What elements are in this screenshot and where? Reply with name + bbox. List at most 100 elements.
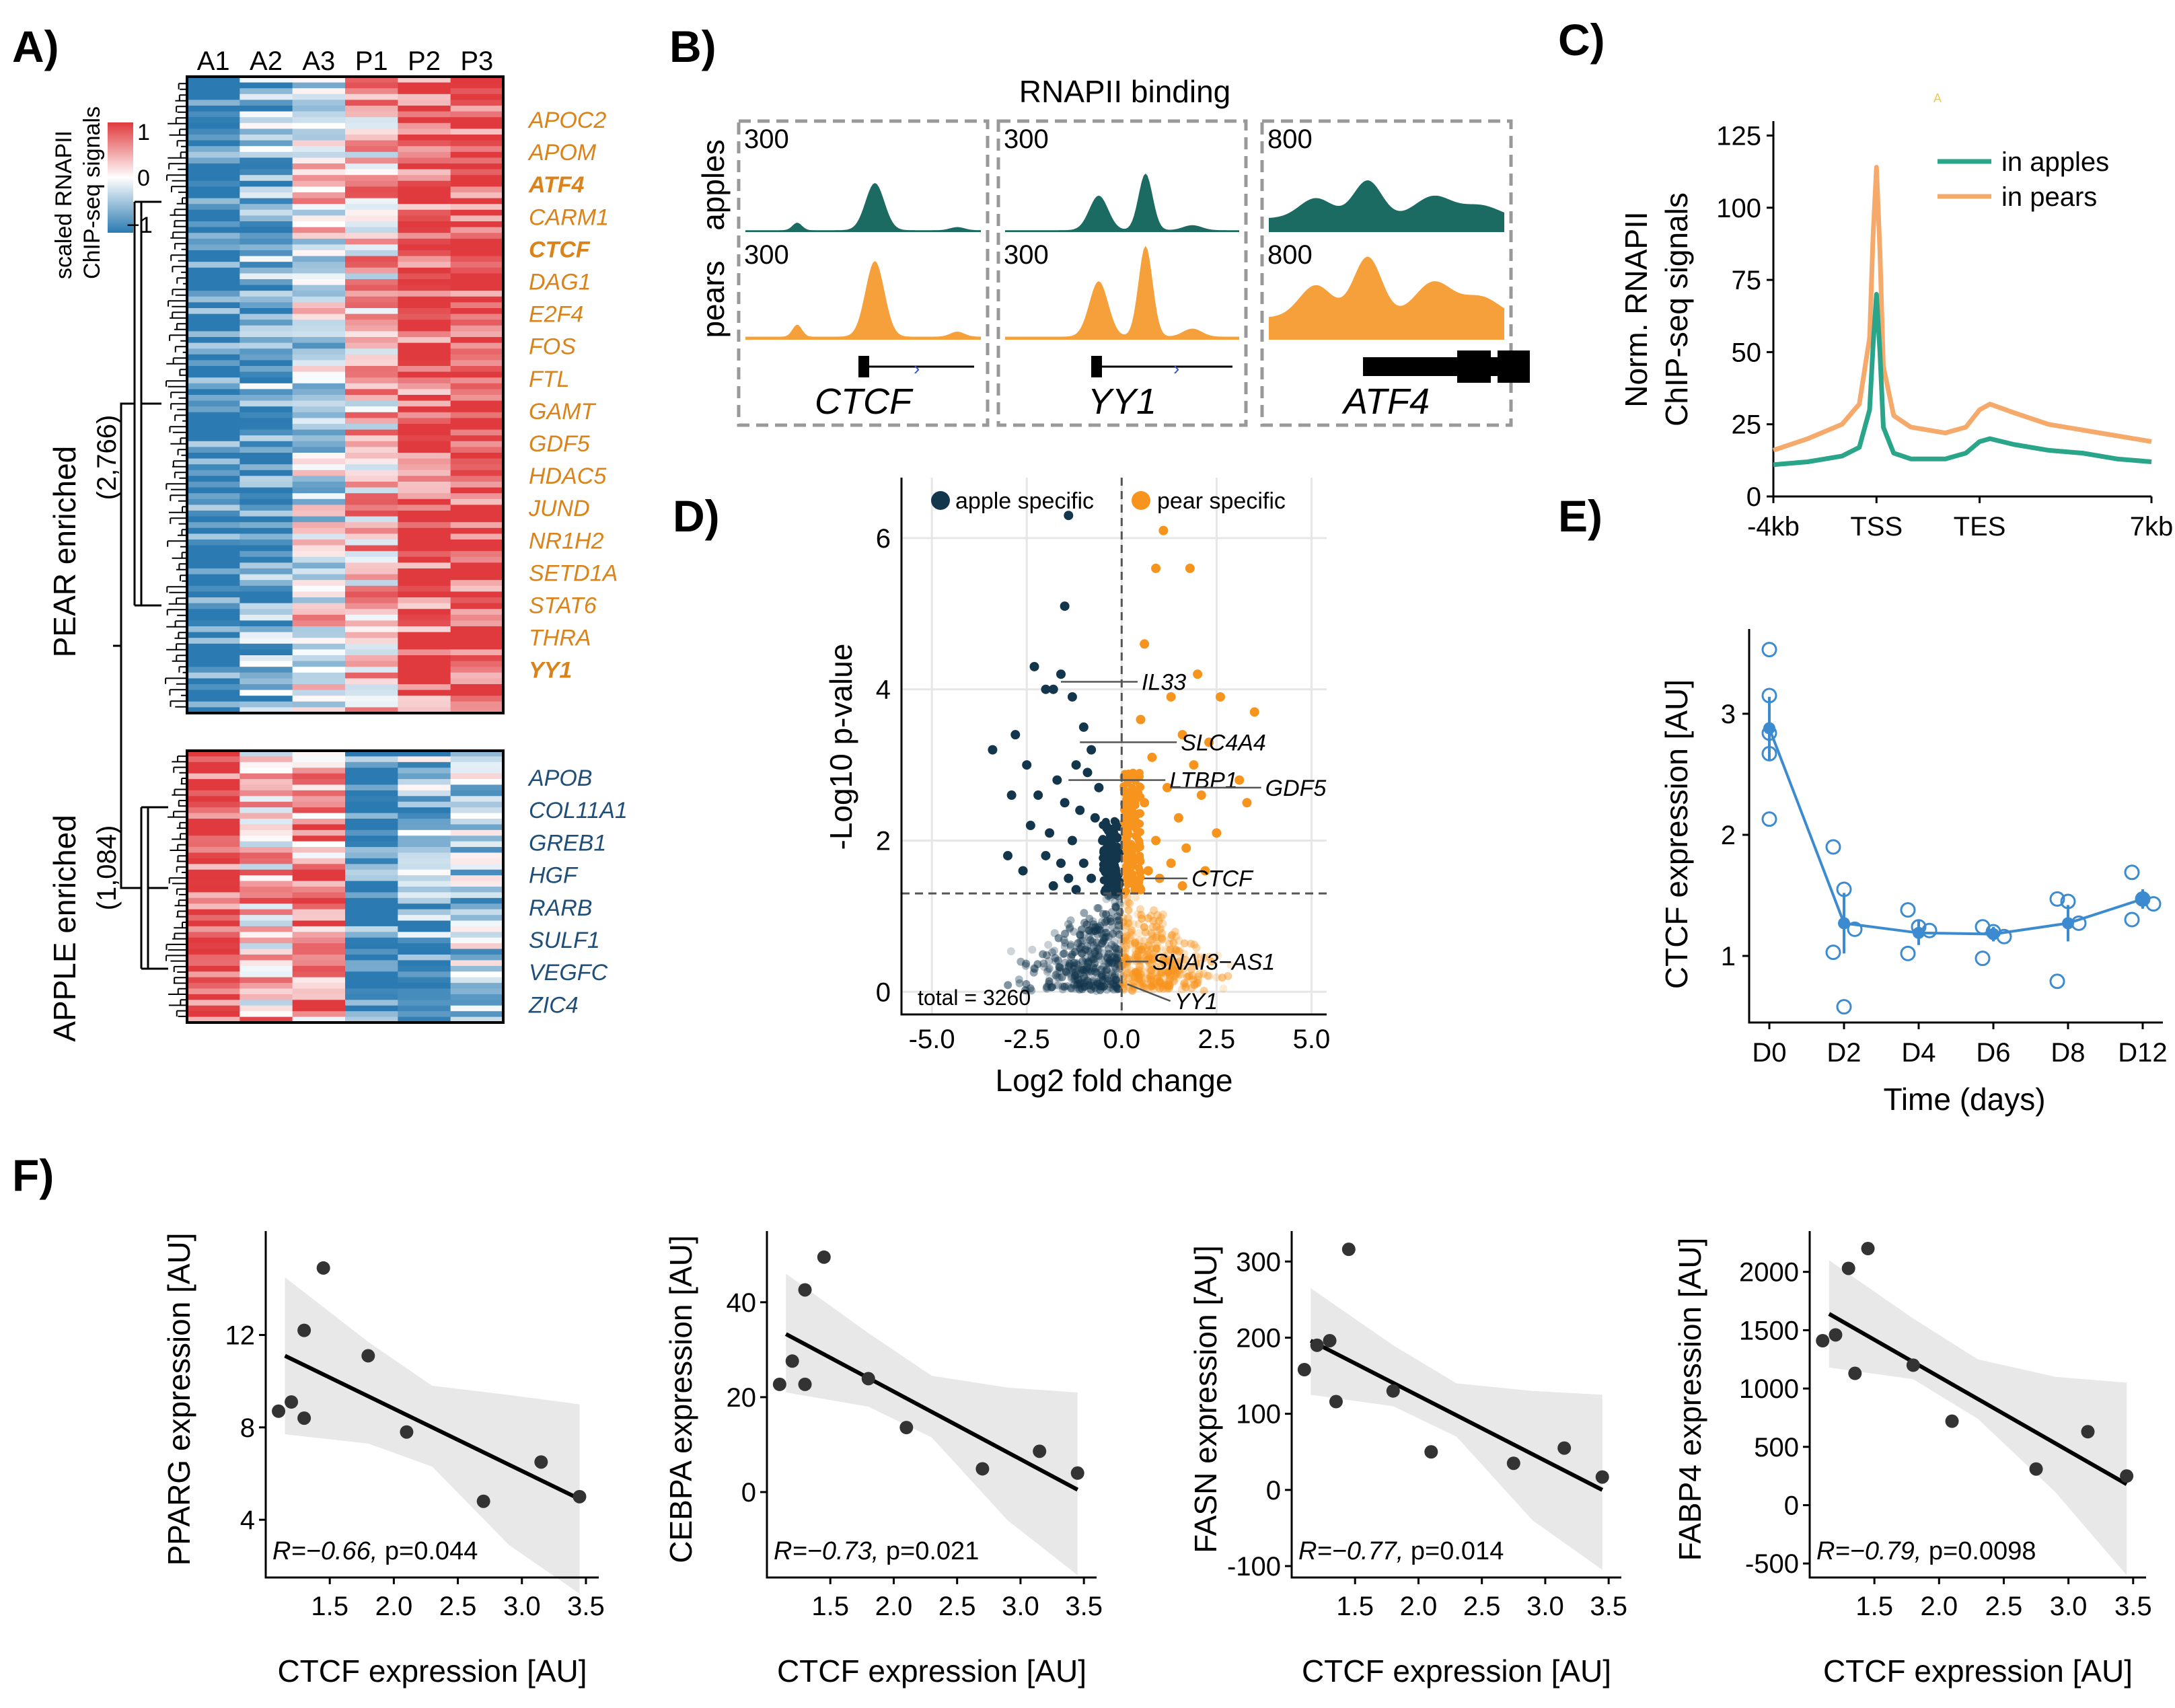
heatmap-cell	[398, 348, 451, 355]
heatmap-cell	[398, 117, 451, 124]
volcano-background-point	[1133, 968, 1142, 977]
heatmap-cell	[450, 1011, 504, 1018]
heatmap-cell	[450, 649, 504, 656]
heatmap-cell	[187, 1005, 240, 1012]
apple-signal-track	[745, 183, 981, 232]
heatmap-cell	[398, 903, 451, 910]
heatmap-cell	[292, 117, 346, 124]
volcano-background-point	[1164, 946, 1173, 955]
heatmap-cell	[450, 661, 504, 667]
heatmap-cell	[345, 151, 398, 158]
heatmap-cell	[187, 493, 240, 500]
heatmap-cell	[292, 354, 346, 361]
heatmap-cell	[292, 829, 346, 836]
heatmap-cell	[398, 453, 451, 459]
volcano-background-point	[1169, 938, 1178, 947]
heatmap-cell	[239, 117, 293, 124]
heatmap-cell	[292, 151, 346, 158]
pear-specific-point	[1136, 714, 1146, 725]
volcano-background-point	[1089, 963, 1097, 971]
volcano-background-point	[1150, 953, 1158, 961]
heatmap-cell	[450, 418, 504, 424]
heatmap-cell	[239, 965, 293, 972]
heatmap-cell	[450, 751, 504, 757]
heatmap-cell	[345, 106, 398, 112]
volcano-significant-point	[1123, 841, 1132, 850]
heatmap-cell	[292, 371, 346, 378]
volcano-background-point	[1190, 981, 1199, 990]
heatmap-cell	[292, 146, 346, 153]
apple-specific-point	[1018, 866, 1028, 876]
apple-specific-point	[1101, 858, 1111, 868]
heatmap-cell	[239, 643, 293, 650]
pear-specific-point	[1185, 563, 1195, 573]
track-box	[1260, 119, 1513, 427]
heatmap-cell	[239, 424, 293, 431]
volcano-background-point	[1152, 941, 1160, 950]
heatmap-cell	[239, 620, 293, 627]
heatmap-cell	[450, 813, 504, 819]
volcano-background-point	[1052, 981, 1060, 990]
heatmap-cell	[450, 971, 504, 978]
heatmap-cell	[187, 418, 240, 424]
heatmap-cell	[450, 836, 504, 842]
heatmap-cell	[239, 406, 293, 413]
heatmap-cell	[450, 875, 504, 882]
volcano-background-point	[1091, 947, 1100, 956]
heatmap-cell	[187, 796, 240, 803]
volcano-background-point	[1074, 939, 1082, 948]
volcano-background-point	[1070, 928, 1078, 936]
heatmap-cell	[239, 892, 293, 899]
heatmap-cell	[187, 678, 240, 685]
volcano-background-point	[1094, 903, 1103, 912]
volcano-background-point	[1189, 976, 1198, 985]
volcano-background-point	[1077, 942, 1086, 951]
heatmap-cell	[450, 684, 504, 691]
heatmap-cell	[239, 262, 293, 268]
heatmap-cell	[450, 441, 504, 447]
data-point	[1848, 1366, 1862, 1380]
legend-title-2: ChIP-seq signals	[79, 106, 105, 279]
heatmap-cell	[187, 784, 240, 791]
pear-gene-label: APOM	[527, 140, 597, 165]
heatmap-cell	[450, 696, 504, 702]
heatmap-cell	[345, 331, 398, 338]
y-tick-label: 100	[1236, 1400, 1281, 1429]
volcano-background-point	[1195, 959, 1204, 968]
heatmap-cell	[187, 655, 240, 662]
volcano-background-point	[1095, 952, 1103, 961]
heatmap-cell	[345, 626, 398, 633]
heatmap-cell	[292, 342, 346, 349]
volcano-background-point	[1148, 930, 1156, 938]
data-point	[1506, 1456, 1520, 1471]
heatmap-cell	[239, 215, 293, 222]
data-point	[1829, 1328, 1843, 1342]
heatmap-cell	[187, 256, 240, 262]
heatmap-cell	[292, 100, 346, 106]
heatmap-cell	[292, 106, 346, 112]
correlation-y-label: CEBPA expression [AU]	[663, 1235, 698, 1563]
heatmap-cell	[398, 354, 451, 361]
volcano-background-point	[1167, 948, 1176, 957]
replicate-point	[2060, 893, 2076, 909]
heatmap-cell	[345, 796, 398, 803]
heatmap-cell	[450, 903, 504, 910]
heatmap-cell	[187, 943, 240, 950]
volcano-background-point	[1071, 968, 1080, 977]
heatmap-cell	[292, 920, 346, 927]
volcano-background-point	[1057, 965, 1066, 973]
data-point	[476, 1494, 490, 1508]
heatmap-cell	[292, 807, 346, 814]
heatmap-cell	[239, 609, 293, 616]
heatmap-cell	[345, 649, 398, 656]
panel-f-label: F)	[12, 1150, 54, 1200]
volcano-background-point	[1095, 944, 1103, 953]
heatmap-cell	[450, 377, 504, 384]
volcano-background-point	[1185, 971, 1193, 980]
heatmap-cell	[292, 701, 346, 708]
volcano-background-point	[1156, 967, 1165, 976]
heatmap-cell	[398, 751, 451, 757]
volcano-background-point	[1142, 928, 1150, 936]
volcano-background-point	[1028, 945, 1037, 954]
